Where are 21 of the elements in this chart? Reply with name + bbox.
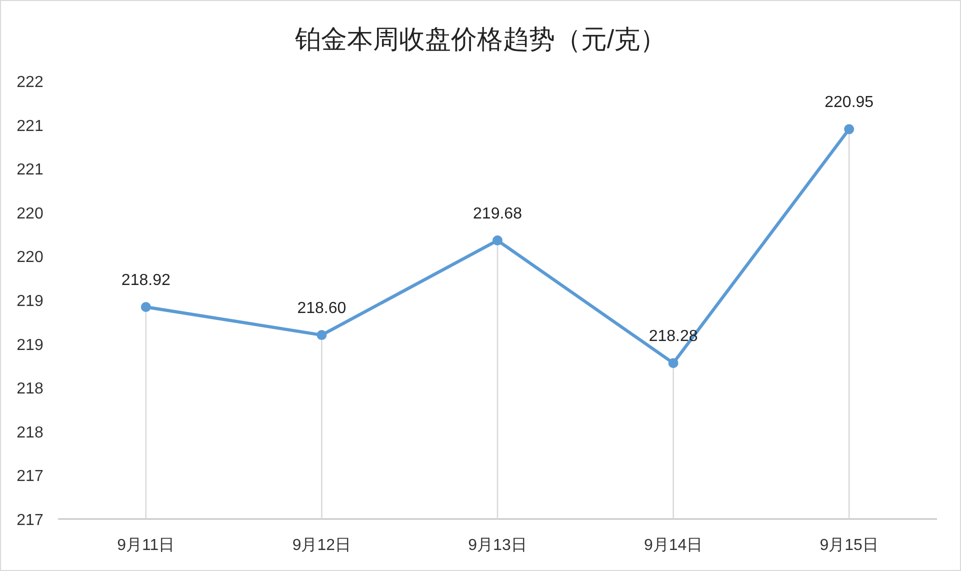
xtick: 9月11日 <box>117 537 175 554</box>
ytick: 220 <box>16 205 44 222</box>
ytick: 220 <box>16 249 44 266</box>
ytick: 217 <box>16 512 44 529</box>
ytick: 221 <box>16 162 44 179</box>
data-label: 219.68 <box>473 205 522 222</box>
xtick: 9月13日 <box>468 537 527 554</box>
title: 铂金本周收盘价格趋势（元/克） <box>294 24 666 54</box>
xtick: 9月15日 <box>820 537 878 554</box>
data-label: 220.95 <box>824 94 874 112</box>
data-label: 218.92 <box>121 272 170 289</box>
ytick: 218 <box>16 424 44 442</box>
data-label: 218.60 <box>297 300 346 318</box>
xtick: 9月12日 <box>292 537 352 554</box>
ytick: 219 <box>16 293 44 310</box>
ytick: 221 <box>16 118 44 135</box>
ytick: 219 <box>16 336 44 354</box>
ytick: 222 <box>16 74 44 91</box>
ytick: 218 <box>16 380 44 398</box>
xtick: 9月14日 <box>644 537 703 554</box>
ytick: 217 <box>16 468 44 486</box>
